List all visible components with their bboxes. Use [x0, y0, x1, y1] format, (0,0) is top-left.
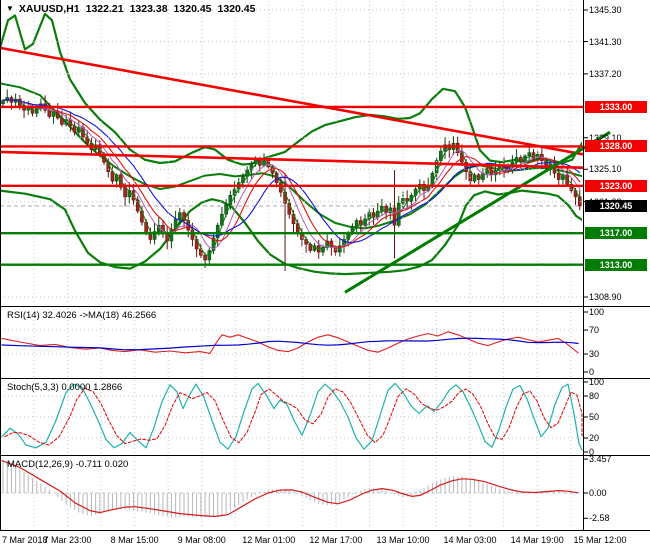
ohlc-close: 1320.45 [217, 3, 256, 15]
ma-fast-green [2, 98, 581, 256]
trendline-descending-resistance-2 [0, 150, 584, 169]
ohlc-open: 1322.21 [85, 3, 124, 15]
stoch-d-line [4, 387, 583, 446]
candles-layer [1, 89, 582, 271]
bollinger-upper-band [0, 12, 582, 166]
trendline-descending-resistance-1 [0, 46, 584, 156]
stoch-k-line [1, 382, 583, 451]
symbol-timeframe: XAUUSD,H1 [18, 3, 80, 15]
ohlc-high: 1323.38 [129, 3, 168, 15]
macd-indicator-label: MACD(12,26,9) -0.711 0.020 [7, 459, 129, 470]
chart-header: ▼ XAUUSD,H1 1322.21 1323.38 1320.45 1320.45 [6, 3, 261, 15]
ma-red [2, 98, 581, 248]
ohlc-low: 1320.45 [173, 3, 212, 15]
rsi-indicator-label: RSI(14) 32.4026 ->MA(18) 46.2566 [7, 310, 157, 321]
rsi-ma-line [1, 337, 579, 351]
rsi-line [1, 331, 579, 354]
main-plot-layer [0, 12, 582, 276]
macd-signal-line [1, 460, 579, 518]
stoch-indicator-label: Stoch(5,3,3) 0.0000 1.2866 [7, 382, 123, 393]
ma-violet [2, 98, 581, 250]
ma-blue [2, 98, 581, 244]
symbol-dropdown-icon: ▼ [6, 4, 14, 13]
